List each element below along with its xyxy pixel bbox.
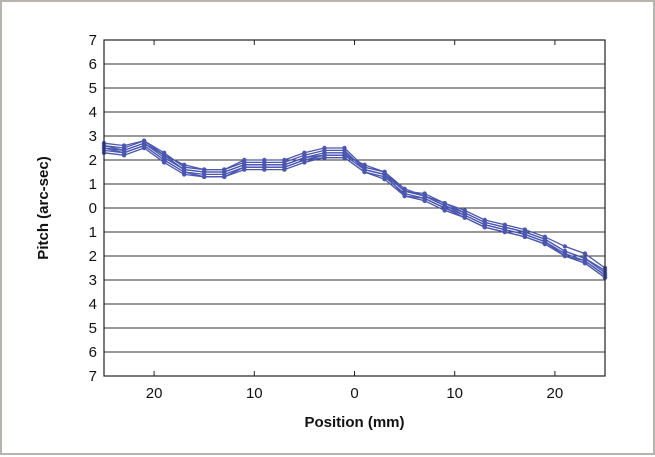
series-4-point	[562, 244, 568, 249]
y-tick-label: 5	[89, 320, 97, 337]
series-6-point	[462, 210, 467, 215]
y-tick-label: 7	[89, 368, 97, 385]
series-6-point	[582, 256, 588, 261]
x-tick-label: 10	[246, 385, 263, 402]
series-6-point	[342, 150, 347, 155]
series-5-point	[442, 208, 447, 213]
series-5-point	[342, 155, 347, 160]
series-6-point	[202, 169, 207, 175]
series-5-point	[562, 253, 568, 259]
series-6-point	[522, 229, 528, 235]
y-tick-label: 3	[89, 128, 97, 145]
series-5-point	[542, 241, 548, 247]
series-5-point	[282, 167, 287, 172]
y-tick-label: 2	[89, 248, 97, 265]
series-6-point	[302, 155, 307, 160]
x-tick-label: 20	[146, 385, 163, 402]
y-tick-label: 6	[89, 344, 97, 361]
series-6-point	[222, 169, 227, 175]
series-4-point	[322, 145, 327, 151]
series-6-point	[562, 249, 568, 254]
y-tick-label: 6	[89, 56, 97, 73]
series-6-point	[262, 162, 267, 167]
y-tick-label: 7	[89, 32, 97, 49]
horizontal-gridlines	[104, 39, 605, 377]
series-5-point	[202, 174, 207, 179]
y-tick-label: 4	[89, 104, 97, 121]
x-tick-label: 20	[547, 385, 564, 402]
series-6-point	[161, 153, 167, 158]
y-tick-label: 5	[89, 80, 97, 97]
x-axis-ticks: 20 10 0 10 20	[146, 40, 563, 402]
series-5-point	[582, 261, 588, 266]
series-5-point	[141, 145, 147, 151]
series-5-point	[222, 174, 227, 179]
series-5-point	[322, 155, 327, 160]
y-tick-label: 1	[89, 176, 97, 193]
series-5-point	[242, 167, 247, 172]
series-4-point	[342, 145, 347, 151]
series-line-5	[103, 147, 606, 279]
series-4-point	[121, 143, 127, 148]
series-6-point	[141, 141, 147, 146]
series-6-point	[121, 148, 127, 153]
series-5-point	[302, 160, 307, 165]
y-tick-label: 3	[89, 272, 97, 289]
series-4-point	[282, 157, 287, 163]
series-6-point	[402, 189, 407, 194]
series-line-4	[103, 140, 606, 269]
series-5-point	[502, 229, 507, 235]
series-5-point	[362, 169, 367, 175]
series-6-point	[442, 203, 447, 208]
series-5-point	[422, 198, 427, 203]
series-5-point	[382, 177, 387, 182]
series-5-point	[181, 172, 187, 177]
y-axis-title: Pitch (arc-sec)	[35, 156, 52, 259]
series-6-point	[362, 165, 367, 170]
series-4-point	[262, 157, 267, 163]
y-tick-label: 1	[89, 224, 97, 241]
series-4-point	[242, 157, 247, 163]
series-4-point	[302, 150, 307, 155]
series-5-point	[161, 160, 167, 165]
series-6-point	[542, 237, 548, 242]
series-6-point	[242, 162, 247, 167]
series-6-point	[282, 162, 287, 167]
x-axis-title: Position (mm)	[305, 414, 405, 431]
y-tick-label: 0	[89, 200, 97, 217]
series-5-point	[462, 215, 467, 220]
series-4-point	[582, 251, 588, 256]
series-6-point	[181, 167, 187, 172]
series-line-6	[103, 142, 606, 271]
series-6-point	[482, 220, 487, 225]
x-tick-label: 0	[350, 385, 358, 402]
series-6-point	[382, 169, 387, 175]
series-6-point	[322, 150, 327, 155]
series-6-point	[502, 225, 507, 230]
series-6-point	[422, 193, 427, 199]
y-axis-ticks: 7 6 5 4 3 2 1 0 1 2 3 4 5 6 7	[89, 32, 97, 385]
series-5-point	[262, 167, 267, 172]
series-5-point	[402, 193, 407, 199]
x-tick-label: 10	[446, 385, 463, 402]
series-5-point	[522, 234, 528, 239]
series-5-point	[121, 153, 127, 158]
series-5-point	[482, 225, 487, 230]
data-series-group	[101, 138, 608, 280]
y-tick-label: 2	[89, 152, 97, 169]
y-tick-label: 4	[89, 296, 97, 313]
